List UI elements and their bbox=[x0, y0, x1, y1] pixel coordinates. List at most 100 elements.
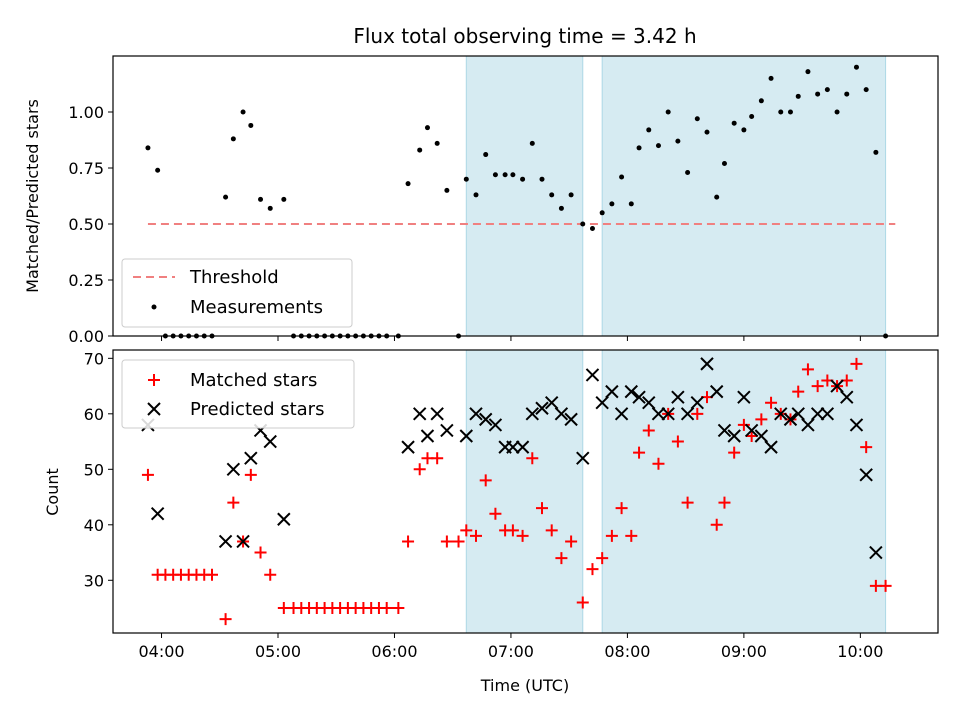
measurement-point bbox=[568, 192, 574, 198]
measurement-point bbox=[417, 147, 423, 153]
y-tick-label: 1.00 bbox=[68, 103, 104, 122]
measurement-point bbox=[529, 140, 535, 146]
predicted-star-point bbox=[791, 407, 805, 421]
legend-matched-swatch bbox=[148, 374, 160, 386]
matched-star-point bbox=[470, 529, 482, 542]
matched-star-point bbox=[718, 496, 731, 509]
predicted-star-point bbox=[642, 396, 656, 410]
measurement-point bbox=[714, 194, 720, 200]
measurement-point bbox=[704, 129, 710, 135]
measurement-point bbox=[145, 145, 151, 151]
matched-star-point bbox=[596, 552, 609, 565]
shaded-interval-1 bbox=[465, 349, 584, 634]
measurement-point bbox=[520, 176, 526, 182]
bottom-legend-box bbox=[121, 359, 355, 429]
measurement-point bbox=[768, 75, 774, 81]
predicted-star-point bbox=[263, 434, 277, 449]
x-axis-label: Time (UTC) bbox=[480, 676, 569, 695]
measurement-point bbox=[248, 122, 254, 128]
x-tick-label: 09:00 bbox=[721, 642, 767, 661]
bottom-axis-ticks: 04:00 05:00 06:00 07:00 08:00 09:00 10:00 30 40 5… bbox=[84, 349, 884, 661]
predicted-star-point bbox=[810, 407, 825, 421]
measurement-point bbox=[844, 91, 850, 97]
measurement-point bbox=[281, 196, 287, 202]
matched-star-point bbox=[555, 552, 568, 565]
x-tick-label: 06:00 bbox=[371, 642, 417, 661]
matched-star-point bbox=[431, 452, 444, 465]
predicted-star-point bbox=[554, 407, 569, 421]
y-tick-label: 60 bbox=[84, 405, 104, 424]
matched-star-point bbox=[206, 568, 218, 581]
predicted-star-point bbox=[754, 429, 769, 443]
matched-star-point bbox=[526, 452, 539, 465]
predicted-star-point bbox=[869, 545, 883, 560]
top-shaded-intervals bbox=[465, 55, 887, 337]
measurement-point bbox=[655, 143, 661, 149]
predicted-star-point bbox=[624, 384, 639, 399]
matched-star-point bbox=[625, 529, 638, 542]
measurement-point bbox=[463, 176, 469, 182]
measurement-point bbox=[853, 64, 859, 70]
x-tick-label: 08:00 bbox=[604, 642, 650, 661]
matched-star-point bbox=[413, 463, 426, 476]
bottom-panel: 04:00 05:00 06:00 07:00 08:00 09:00 10:00 30 40 5… bbox=[43, 349, 939, 695]
y-tick-label: 40 bbox=[84, 516, 104, 535]
matched-star-point bbox=[652, 457, 665, 470]
x-tick-label: 04:00 bbox=[138, 642, 184, 661]
measurement-point bbox=[223, 194, 229, 200]
measurement-point bbox=[424, 125, 430, 131]
measurement-point bbox=[609, 201, 615, 207]
matched-star-point bbox=[860, 441, 873, 454]
legend-predicted-label: Predicted stars bbox=[190, 399, 324, 420]
matched-star-point bbox=[460, 524, 473, 537]
predicted-star-point bbox=[576, 451, 590, 465]
measurement-point bbox=[665, 109, 671, 115]
measurement-point bbox=[267, 205, 273, 211]
measurement-point bbox=[758, 98, 764, 104]
y-tick-label: 50 bbox=[84, 460, 104, 479]
measurement-point bbox=[628, 201, 634, 207]
measurement-point bbox=[483, 152, 489, 158]
predicted-star-point bbox=[515, 440, 530, 454]
matched-star-point bbox=[536, 502, 548, 515]
matched-star-point bbox=[671, 435, 684, 448]
measurement-point bbox=[646, 127, 652, 133]
measurement-point bbox=[675, 138, 681, 144]
y-tick-label: 0.25 bbox=[68, 271, 104, 290]
predicted-star-point bbox=[595, 396, 609, 410]
predicted-star-point bbox=[680, 407, 695, 421]
top-panel: 0.00 0.25 0.50 0.75 1.00 Matched/Predicted s… bbox=[23, 55, 939, 346]
measurement-point bbox=[444, 187, 450, 193]
predicted-star-point bbox=[737, 390, 751, 404]
matched-star-point bbox=[479, 474, 492, 487]
predicted-star-point bbox=[717, 423, 732, 438]
matched-star-point bbox=[615, 502, 628, 515]
legend-measurements-label: Measurements bbox=[190, 297, 323, 318]
measurement-point bbox=[580, 221, 586, 227]
matched-star-point bbox=[728, 446, 741, 459]
matched-star-point bbox=[633, 446, 646, 459]
predicted-star-point bbox=[801, 418, 815, 432]
bottom-plot-frame bbox=[112, 349, 939, 634]
bottom-shaded-intervals bbox=[465, 349, 887, 634]
matched-star-point bbox=[141, 468, 154, 481]
matched-star-point bbox=[586, 563, 599, 576]
matched-star-point bbox=[765, 396, 778, 409]
measurement-point bbox=[685, 169, 691, 175]
x-tick-label: 05:00 bbox=[255, 642, 301, 661]
matched-star-point bbox=[452, 535, 465, 548]
measurement-point bbox=[873, 149, 879, 155]
predicted-star-point bbox=[859, 468, 873, 482]
predicted-star-point bbox=[535, 401, 549, 415]
matched-star-point bbox=[642, 424, 655, 437]
predicted-star-point bbox=[651, 407, 666, 421]
top-axis-ticks: 0.00 0.25 0.50 0.75 1.00 bbox=[68, 103, 861, 346]
predicted-star-point bbox=[690, 396, 705, 410]
top-plot-frame bbox=[112, 55, 939, 337]
measurement-point bbox=[405, 181, 411, 187]
matched-star-point bbox=[254, 546, 267, 559]
measurement-point bbox=[599, 210, 605, 216]
measurement-point bbox=[558, 205, 564, 211]
predicted-star-point bbox=[277, 512, 291, 526]
